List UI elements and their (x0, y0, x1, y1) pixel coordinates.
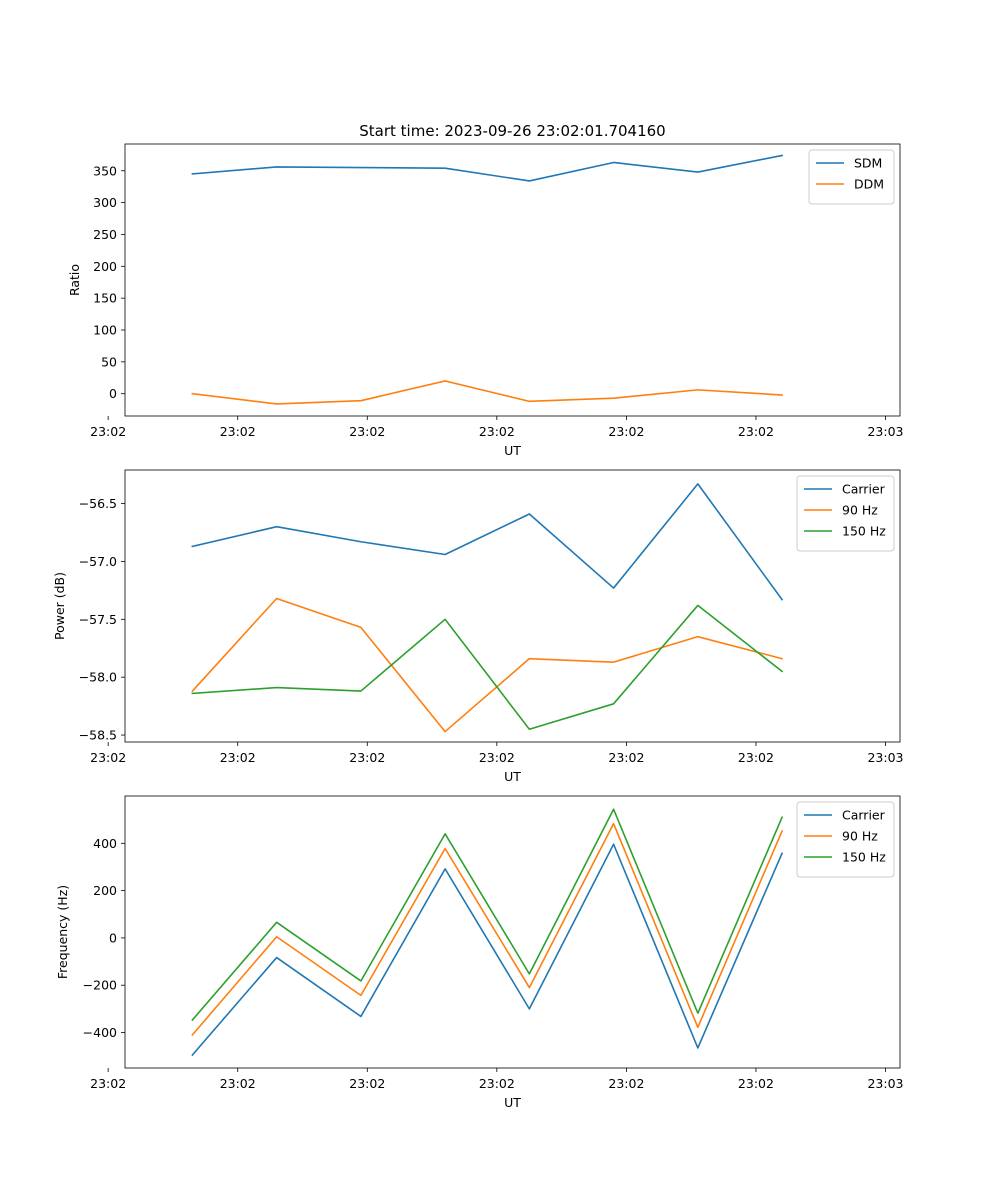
y-tick-label: 50 (101, 354, 117, 369)
legend-label-carrier: Carrier (842, 808, 886, 823)
x-tick-label: 23:02 (90, 424, 126, 439)
legend-label-90-hz: 90 Hz (842, 829, 878, 844)
x-tick-label: 23:02 (479, 424, 515, 439)
series-line-150-hz (191, 808, 784, 1022)
x-tick-label: 23:02 (349, 1076, 385, 1091)
x-tick-label: 23:02 (349, 750, 385, 765)
y-tick-label: 150 (93, 291, 117, 306)
y-axis-label: Power (dB) (52, 572, 67, 640)
ticks-layer: 23:02 23:02 23:02 23:02 23:02 23:02 23:03 −58.5… (79, 496, 904, 765)
legend-label-90-hz: 90 Hz (842, 503, 878, 518)
y-tick-label: 100 (93, 323, 117, 338)
ratio-panel: Start time: 2023-09-26 23:02:01.704160 2… (67, 122, 904, 458)
x-tick-label: 23:02 (738, 750, 774, 765)
x-tick-label: 23:03 (867, 750, 903, 765)
plot-area (125, 470, 900, 742)
legend-label-sdm: SDM (854, 156, 882, 171)
ticks-layer: 23:02 23:02 23:02 23:02 23:02 23:02 23:03 −400 −… (83, 836, 904, 1091)
plot-area (125, 796, 900, 1068)
x-tick-label: 23:02 (738, 1076, 774, 1091)
y-tick-label: −200 (83, 978, 117, 993)
x-axis-label: UT (504, 1095, 521, 1110)
plot-frame (124, 795, 901, 1069)
x-axis-label: UT (504, 769, 521, 784)
y-tick-label: 200 (93, 883, 117, 898)
y-tick-label: 300 (93, 195, 117, 210)
y-axis-label: Ratio (67, 264, 82, 296)
y-tick-label: 400 (93, 836, 117, 851)
legend-label-150-hz: 150 Hz (842, 524, 886, 539)
legend: Carrier 90 Hz 150 Hz (796, 801, 895, 878)
series-layer (191, 154, 784, 405)
x-tick-label: 23:02 (608, 424, 644, 439)
x-tick-label: 23:02 (479, 1076, 515, 1091)
power-panel: 23:02 23:02 23:02 23:02 23:02 23:02 23:03 −58.5… (52, 469, 904, 784)
y-tick-label: 0 (109, 930, 117, 945)
plot-frame (124, 143, 901, 417)
y-tick-label: −58.0 (79, 670, 117, 685)
y-tick-label: −58.5 (79, 728, 117, 743)
x-tick-label: 23:02 (349, 424, 385, 439)
legend: Carrier 90 Hz 150 Hz (796, 475, 895, 552)
legend: SDM DDM (808, 149, 895, 205)
y-tick-label: −400 (83, 1025, 117, 1040)
series-line-90-hz (191, 597, 784, 733)
series-line-90-hz (191, 822, 784, 1037)
x-tick-label: 23:02 (738, 424, 774, 439)
y-tick-label: 0 (109, 386, 117, 401)
x-tick-label: 23:02 (220, 1076, 256, 1091)
y-tick-label: −57.0 (79, 554, 117, 569)
x-tick-label: 23:02 (608, 1076, 644, 1091)
series-line-carrier (191, 843, 784, 1057)
plot-area (125, 144, 900, 416)
y-tick-label: 200 (93, 259, 117, 274)
series-layer (191, 808, 784, 1057)
series-line-carrier (191, 483, 784, 601)
series-layer (191, 483, 784, 733)
series-line-ddm (191, 380, 783, 405)
legend-box (796, 801, 895, 878)
y-tick-label: −56.5 (79, 496, 117, 511)
x-tick-label: 23:02 (90, 1076, 126, 1091)
x-tick-label: 23:03 (867, 1076, 903, 1091)
y-tick-label: 250 (93, 227, 117, 242)
x-tick-label: 23:02 (90, 750, 126, 765)
x-axis-label: UT (504, 443, 521, 458)
series-line-150-hz (191, 604, 784, 731)
legend-label-carrier: Carrier (842, 482, 886, 497)
legend-label-150-hz: 150 Hz (842, 850, 886, 865)
x-tick-label: 23:02 (479, 750, 515, 765)
plot-frame (124, 469, 901, 743)
x-tick-label: 23:02 (220, 750, 256, 765)
legend-box (796, 475, 895, 552)
legend-label-ddm: DDM (854, 177, 884, 192)
frequency-panel: 23:02 23:02 23:02 23:02 23:02 23:02 23:03 −400 −… (55, 795, 904, 1110)
y-tick-label: 350 (93, 163, 117, 178)
x-tick-label: 23:02 (220, 424, 256, 439)
ticks-layer: 23:02 23:02 23:02 23:02 23:02 23:02 23:03 0 50 10… (90, 163, 903, 439)
y-axis-label: Frequency (Hz) (55, 885, 70, 979)
y-tick-label: −57.5 (79, 612, 117, 627)
x-tick-label: 23:03 (867, 424, 903, 439)
series-line-sdm (191, 154, 784, 182)
chart-title: Start time: 2023-09-26 23:02:01.704160 (359, 122, 665, 140)
x-tick-label: 23:02 (608, 750, 644, 765)
